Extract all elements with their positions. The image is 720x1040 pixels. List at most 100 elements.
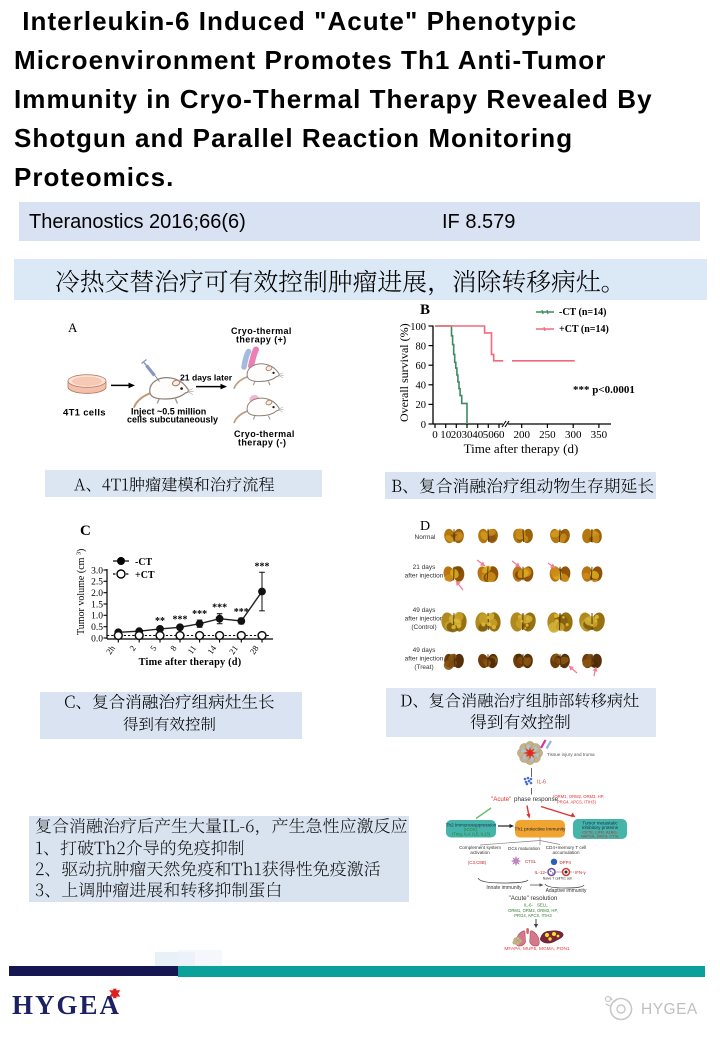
- svg-text:(ORM1, ORM2, ORM3, HP,: (ORM1, ORM2, ORM3, HP,: [553, 794, 604, 799]
- svg-text:ORM1, ORM2, ORM3, HP,: ORM1, ORM2, ORM3, HP,: [508, 908, 558, 913]
- svg-text:accumulation: accumulation: [552, 850, 580, 855]
- svg-text:MFAPA, MUP5, MGMA, PON1: MFAPA, MUP5, MGMA, PON1: [504, 946, 570, 952]
- svg-text:0.5: 0.5: [91, 623, 103, 633]
- svg-text:inhibitory proteins: inhibitory proteins: [582, 825, 619, 830]
- svg-text:0: 0: [432, 429, 438, 441]
- svg-text:10: 10: [440, 429, 452, 441]
- svg-text:Normal: Normal: [415, 534, 437, 541]
- svg-text:SELL: SELL: [537, 903, 548, 908]
- svg-text:IFN-γ: IFN-γ: [575, 870, 587, 875]
- svg-text:therapy (+): therapy (+): [236, 335, 287, 345]
- svg-text:after injection: after injection: [405, 573, 444, 580]
- svg-text:***: ***: [255, 561, 270, 572]
- svg-text:Th2 Immunosuppression: Th2 Immunosuppression: [446, 823, 497, 828]
- svg-text:PRG4, APCS, ITIH3: PRG4, APCS, ITIH3: [514, 913, 552, 918]
- svg-text:Naive T cell: Naive T cell: [543, 877, 561, 881]
- svg-text:Cryo-thermal: Cryo-thermal: [234, 429, 295, 439]
- svg-text:20: 20: [451, 429, 463, 441]
- svg-text:Cryo-thermal: Cryo-thermal: [231, 326, 292, 336]
- svg-text:(Treat): (Treat): [414, 664, 433, 671]
- svg-text:50: 50: [483, 429, 495, 441]
- svg-text:2.0: 2.0: [91, 589, 103, 599]
- svg-text:300: 300: [565, 429, 582, 441]
- svg-text:30: 30: [462, 429, 474, 441]
- svg-text:after injection: after injection: [405, 616, 444, 623]
- svg-text:21: 21: [227, 643, 240, 656]
- svg-text:8: 8: [168, 643, 179, 652]
- svg-text:60: 60: [416, 361, 427, 372]
- svg-text:2.5: 2.5: [91, 578, 103, 588]
- svg-text:40: 40: [472, 429, 484, 441]
- svg-text:0.0: 0.0: [91, 634, 103, 644]
- svg-text:*** p<0.0001: *** p<0.0001: [573, 384, 635, 396]
- svg-text:IL-6: IL-6: [537, 780, 546, 786]
- svg-text:C: C: [80, 523, 91, 539]
- svg-text:Time after therapy (d): Time after therapy (d): [139, 657, 242, 668]
- svg-text:IL-6-: IL-6-: [524, 903, 534, 908]
- svg-text:NAPSA, DKK3, CT3L: NAPSA, DKK3, CT3L: [581, 834, 620, 839]
- svg-text:DPP4: DPP4: [560, 860, 572, 865]
- svg-text:DCs maturation: DCs maturation: [508, 846, 540, 851]
- svg-text:Innate immunity: Innate immunity: [486, 885, 522, 891]
- svg-text:**: **: [155, 616, 165, 627]
- svg-text:49 days: 49 days: [413, 607, 437, 614]
- svg-text:activation: activation: [470, 850, 490, 855]
- svg-text:(Control): (Control): [411, 624, 436, 631]
- svg-text:Tumor metastatic: Tumor metastatic: [582, 821, 618, 826]
- svg-text:Time after therapy (d): Time after therapy (d): [464, 441, 579, 456]
- svg-text:therapy (-): therapy (-): [238, 438, 286, 448]
- svg-text:20: 20: [416, 400, 427, 411]
- svg-text:100: 100: [410, 322, 426, 333]
- svg-text:"Acute": "Acute": [491, 796, 511, 803]
- svg-text:+CT: +CT: [135, 570, 155, 581]
- svg-text:11: 11: [185, 643, 198, 655]
- svg-text:***: ***: [173, 614, 188, 625]
- svg-text:28: 28: [248, 643, 261, 656]
- svg-text:IL-12: IL-12: [535, 870, 546, 875]
- svg-text:Inject ~0.5 million: Inject ~0.5 million: [131, 407, 206, 417]
- svg-text:cells subcutaneously: cells subcutaneously: [127, 415, 218, 425]
- svg-text:80: 80: [416, 341, 427, 352]
- svg-text:***: ***: [212, 603, 227, 614]
- svg-text:21 days: 21 days: [413, 564, 437, 571]
- svg-text:"Acute" resolution: "Acute" resolution: [509, 895, 558, 902]
- svg-text:-CT: -CT: [135, 557, 153, 568]
- svg-text:49 days: 49 days: [413, 647, 437, 654]
- svg-text:0: 0: [421, 420, 426, 431]
- svg-text:1.5: 1.5: [91, 600, 103, 610]
- svg-text:B: B: [420, 302, 430, 318]
- svg-text:60: 60: [494, 429, 506, 441]
- svg-text:1.0: 1.0: [91, 612, 103, 622]
- svg-text:3: 3: [76, 552, 83, 555]
- svg-text:3.0: 3.0: [91, 566, 103, 576]
- svg-text:Adaptive immunity: Adaptive immunity: [546, 888, 587, 894]
- svg-text:2: 2: [127, 643, 138, 652]
- svg-text:PRG4, APCS, ITIH3): PRG4, APCS, ITIH3): [557, 800, 596, 805]
- svg-text:+CT (n=14): +CT (n=14): [559, 324, 609, 335]
- svg-text:2h: 2h: [104, 643, 117, 656]
- svg-text:250: 250: [539, 429, 556, 441]
- svg-text:CTSL: CTSL: [525, 859, 537, 864]
- svg-text:350: 350: [591, 429, 608, 441]
- svg-text:after injection: after injection: [405, 656, 444, 663]
- svg-text:-CT (n=14): -CT (n=14): [559, 307, 606, 318]
- svg-text:Overall survival (%): Overall survival (%): [397, 323, 411, 422]
- svg-text:Complement system: Complement system: [459, 845, 501, 850]
- svg-text:***: ***: [192, 609, 207, 620]
- svg-text:D: D: [420, 519, 430, 534]
- svg-text:Tumor volume (cm: Tumor volume (cm: [76, 557, 87, 635]
- svg-text:CD4+memory T cell: CD4+memory T cell: [546, 845, 587, 850]
- svg-text:5: 5: [148, 643, 159, 652]
- svg-text:(C3,C8B): (C3,C8B): [468, 860, 487, 865]
- svg-text:phase response: phase response: [514, 796, 559, 803]
- svg-text:21 days later: 21 days later: [180, 373, 233, 383]
- svg-text:(ICOS),: (ICOS),: [464, 827, 478, 832]
- svg-text:40: 40: [416, 381, 427, 392]
- svg-text:4T1 cells: 4T1 cells: [63, 408, 106, 419]
- svg-text:***: ***: [234, 607, 249, 618]
- svg-text:(Treg, IL4, IL5, IL13): (Treg, IL4, IL5, IL13): [452, 831, 491, 836]
- svg-text:A: A: [68, 320, 78, 335]
- svg-text:Th1 protective immunity: Th1 protective immunity: [515, 827, 567, 833]
- svg-text:14: 14: [205, 643, 218, 656]
- svg-text:Tissue injury and truma: Tissue injury and truma: [547, 752, 595, 757]
